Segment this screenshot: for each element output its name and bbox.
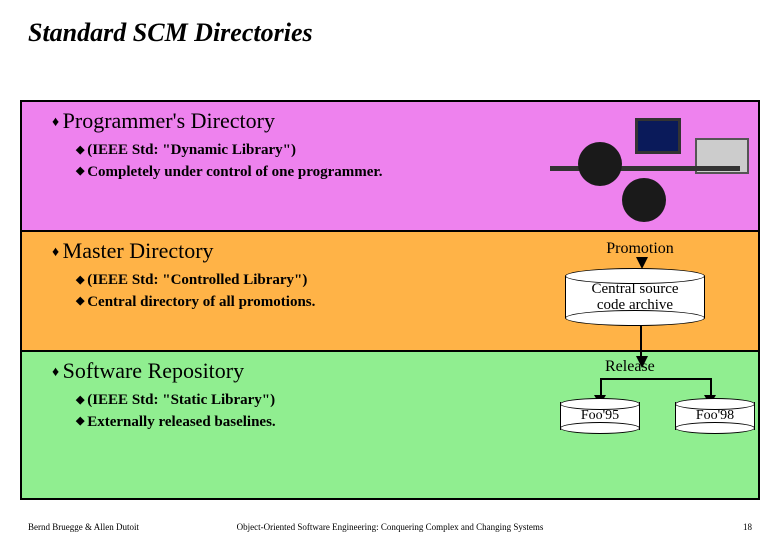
central-archive-cylinder: Central source code archive bbox=[565, 268, 705, 326]
arrow-line bbox=[640, 322, 642, 358]
repository-item-1: (IEEE Std: "Static Library") bbox=[76, 390, 758, 412]
split-line bbox=[600, 378, 712, 380]
repository-item-2: Externally released baselines. bbox=[76, 412, 758, 434]
programmer-graphic bbox=[530, 108, 760, 228]
foo98-cylinder: Foo'98 bbox=[675, 398, 755, 434]
release-label: Release bbox=[605, 358, 655, 376]
promotion-label: Promotion bbox=[595, 240, 685, 258]
foo95-cylinder: Foo'95 bbox=[560, 398, 640, 434]
footer: Bernd Bruegge & Allen Dutoit Object-Orie… bbox=[0, 522, 780, 532]
monitor-icon bbox=[635, 118, 681, 154]
person-icon bbox=[578, 142, 622, 186]
slide-title: Standard SCM Directories bbox=[0, 0, 780, 48]
footer-center: Object-Oriented Software Engineering: Co… bbox=[0, 522, 780, 532]
person-icon bbox=[622, 178, 666, 222]
